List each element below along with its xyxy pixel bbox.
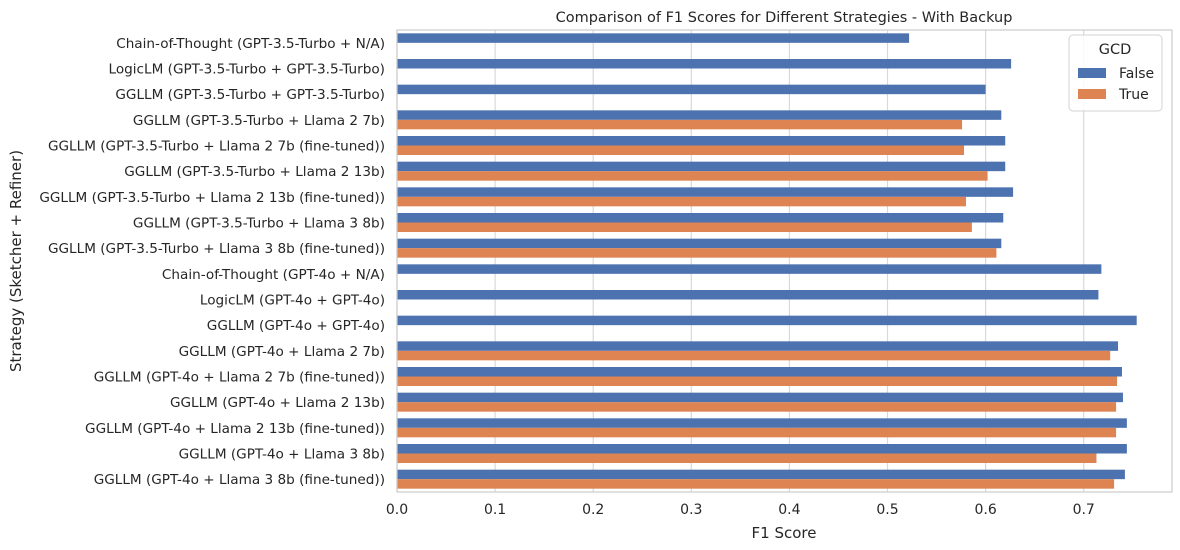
x-tick-label: 0.7 <box>1073 502 1095 518</box>
y-tick-label: GGLLM (GPT-4o + Llama 2 13b (fine-tuned)… <box>85 421 385 437</box>
legend: GCD False True <box>1068 34 1163 112</box>
bar-true <box>397 402 1117 412</box>
bar-false <box>397 161 1006 172</box>
legend-label-true: True <box>1118 87 1149 103</box>
bar-false <box>397 187 1014 197</box>
y-tick-label: GGLLM (GPT-3.5-Turbo + Llama 3 8b (fine-… <box>48 241 385 257</box>
bar-true <box>397 171 988 181</box>
bar-false <box>397 341 1119 351</box>
y-tick-label: GGLLM (GPT-3.5-Turbo + Llama 2 7b) <box>133 113 385 129</box>
bar-false <box>397 290 1099 300</box>
legend-swatch-false <box>1078 68 1106 78</box>
bar-false <box>397 392 1123 403</box>
bar-true <box>397 350 1111 361</box>
bar-true <box>397 479 1115 489</box>
x-tick-label: 0.2 <box>582 502 604 518</box>
x-tick-label: 0.1 <box>484 502 506 518</box>
x-tick-label: 0.5 <box>876 502 898 518</box>
bar-true <box>397 453 1097 463</box>
bar-true <box>397 376 1118 386</box>
bar-false <box>397 33 910 43</box>
y-tick-label: Chain-of-Thought (GPT-4o + N/A) <box>162 267 385 283</box>
y-tick-label: GGLLM (GPT-4o + Llama 2 13b) <box>170 395 385 411</box>
bar-false <box>397 213 1004 223</box>
legend-swatch-true <box>1078 89 1106 99</box>
legend-title: GCD <box>1099 42 1132 58</box>
y-axis-ticks: Chain-of-Thought (GPT-3.5-Turbo + N/A) Lo… <box>39 36 385 488</box>
y-tick-label: GGLLM (GPT-3.5-Turbo + Llama 3 8b) <box>133 216 385 232</box>
y-tick-label: GGLLM (GPT-3.5-Turbo + Llama 2 13b) <box>124 164 385 180</box>
bar-true <box>397 145 965 155</box>
y-tick-label: GGLLM (GPT-4o + Llama 2 7b (fine-tuned)) <box>94 370 385 386</box>
bar-false <box>397 367 1122 377</box>
bar-false <box>397 136 1006 146</box>
bar-false <box>397 444 1127 454</box>
y-tick-label: GGLLM (GPT-4o + Llama 2 7b) <box>179 344 385 360</box>
x-tick-label: 0.0 <box>386 502 408 518</box>
bar-true <box>397 222 972 232</box>
y-tick-label: GGLLM (GPT-4o + GPT-4o) <box>207 318 385 334</box>
x-axis-label: F1 Score <box>752 524 817 542</box>
bar-true <box>397 119 963 130</box>
y-axis-label: Strategy (Sketcher + Refiner) <box>7 150 25 372</box>
y-tick-label: GGLLM (GPT-4o + Llama 3 8b (fine-tuned)) <box>94 472 385 488</box>
bar-false <box>397 84 986 95</box>
y-tick-label: GGLLM (GPT-3.5-Turbo + GPT-3.5-Turbo) <box>115 87 385 103</box>
bar-true <box>397 196 966 207</box>
y-tick-label: GGLLM (GPT-3.5-Turbo + Llama 2 7b (fine-… <box>48 139 385 155</box>
y-tick-label: GGLLM (GPT-3.5-Turbo + Llama 2 13b (fine… <box>39 190 385 206</box>
bars <box>397 33 1137 489</box>
y-tick-label: LogicLM (GPT-3.5-Turbo + GPT-3.5-Turbo) <box>108 62 385 78</box>
bar-false <box>397 110 1002 120</box>
bar-false <box>397 59 1012 69</box>
x-axis-ticks: 0.0 0.1 0.2 0.3 0.4 0.5 0.6 0.7 <box>386 502 1095 518</box>
bar-false <box>397 238 1002 249</box>
bar-false <box>397 315 1137 326</box>
bar-false <box>397 418 1127 428</box>
bar-false <box>397 264 1102 274</box>
x-tick-label: 0.3 <box>680 502 702 518</box>
y-tick-label: Chain-of-Thought (GPT-3.5-Turbo + N/A) <box>116 36 385 52</box>
plot-frame <box>396 29 1173 493</box>
chart-title: Comparison of F1 Scores for Different St… <box>556 10 1013 26</box>
y-tick-label: LogicLM (GPT-4o + GPT-4o) <box>200 293 385 309</box>
bar-true <box>397 248 997 258</box>
x-tick-label: 0.6 <box>974 502 996 518</box>
y-tick-label: GGLLM (GPT-4o + Llama 3 8b) <box>179 447 385 463</box>
legend-label-false: False <box>1119 66 1154 82</box>
bar-false <box>397 469 1125 480</box>
bar-true <box>397 427 1117 438</box>
x-tick-label: 0.4 <box>778 502 800 518</box>
